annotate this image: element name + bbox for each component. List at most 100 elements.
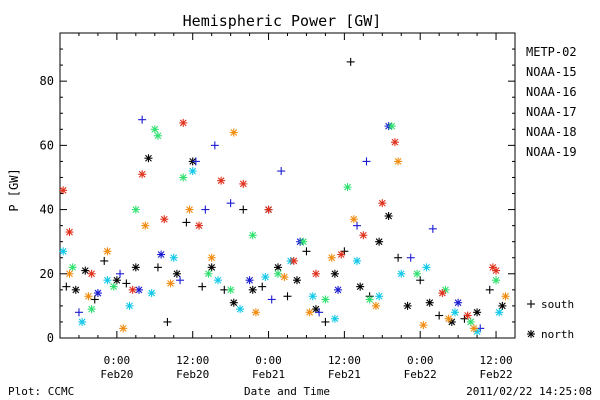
data-point — [485, 285, 494, 294]
data-point — [343, 183, 352, 192]
data-point — [207, 253, 216, 262]
y-tick-label: 20 — [40, 267, 54, 281]
data-point — [122, 279, 131, 288]
data-point — [59, 186, 68, 195]
data-point — [321, 295, 330, 304]
data-point — [289, 256, 298, 265]
y-axis-label: P [GW] — [7, 168, 21, 211]
data-point — [425, 298, 434, 307]
legend-entry: NOAA-19 — [526, 145, 577, 159]
data-point — [182, 218, 191, 227]
data-point — [195, 221, 204, 230]
data-point — [299, 237, 308, 246]
legend-entry: NOAA-15 — [526, 65, 577, 79]
data-point — [362, 157, 371, 166]
data-point — [147, 289, 156, 298]
data-point — [144, 154, 153, 163]
data-point — [248, 231, 257, 240]
data-point — [378, 199, 387, 208]
data-point — [103, 247, 112, 256]
data-point — [141, 221, 150, 230]
data-point — [403, 301, 412, 310]
data-point — [327, 253, 336, 262]
data-point — [413, 269, 422, 278]
data-point — [239, 205, 248, 214]
data-point — [277, 167, 286, 176]
data-point — [236, 305, 245, 314]
x-tick-time-label: 12:00 — [176, 354, 209, 367]
x-tick-date-label: Feb22 — [479, 368, 512, 381]
plot-timestamp: 2011/02/22 14:25:08 — [466, 385, 592, 398]
data-point — [302, 247, 311, 256]
data-point — [305, 308, 314, 317]
data-point — [245, 276, 254, 285]
data-point — [435, 311, 444, 320]
data-point — [65, 228, 74, 237]
data-point — [387, 122, 396, 131]
plot-frame — [59, 32, 516, 339]
data-point — [207, 263, 216, 272]
plot-area — [59, 32, 516, 339]
data-point — [274, 269, 283, 278]
data-point — [131, 263, 140, 272]
data-point — [394, 253, 403, 262]
data-point — [248, 285, 257, 294]
data-point — [330, 269, 339, 278]
data-point — [261, 273, 270, 281]
data-point — [172, 269, 181, 278]
data-point — [213, 276, 222, 285]
legend-marker — [527, 300, 535, 308]
legend-marker-label: north — [541, 328, 574, 341]
data-point — [201, 205, 210, 214]
data-point — [185, 205, 194, 214]
data-point — [438, 289, 447, 298]
x-tick-date-label: Feb20 — [176, 368, 209, 381]
data-point — [87, 305, 96, 314]
data-point — [334, 285, 343, 294]
data-point — [356, 282, 365, 291]
data-point — [371, 301, 380, 310]
x-tick-date-label: Feb22 — [404, 368, 437, 381]
data-point — [176, 276, 185, 285]
data-point — [65, 269, 74, 278]
data-point — [229, 298, 238, 307]
data-point — [365, 295, 374, 304]
data-point — [112, 276, 121, 285]
x-axis-label: Date and Time — [244, 385, 330, 398]
data-point — [416, 276, 425, 285]
data-point — [280, 273, 289, 281]
data-point — [315, 308, 324, 317]
data-point — [466, 317, 475, 326]
data-point — [116, 269, 125, 278]
data-point — [153, 131, 162, 140]
chart-title: Hemispheric Power [GW] — [183, 12, 382, 30]
data-point — [251, 308, 260, 317]
data-point — [62, 282, 71, 291]
data-point — [84, 292, 93, 301]
x-tick-date-label: Feb21 — [252, 368, 285, 381]
legend-entry: NOAA-17 — [526, 105, 577, 119]
x-tick-date-label: Feb21 — [328, 368, 361, 381]
x-tick-date-label: Feb20 — [100, 368, 133, 381]
data-point — [179, 118, 188, 127]
data-point — [321, 317, 330, 326]
legend-marker-label: south — [541, 298, 574, 311]
data-point — [131, 205, 140, 214]
data-point — [397, 269, 406, 278]
data-point — [119, 324, 128, 333]
data-point — [138, 115, 147, 124]
data-point — [160, 215, 169, 224]
data-point — [311, 269, 320, 278]
data-point — [444, 314, 453, 323]
data-point — [109, 282, 118, 291]
data-point — [90, 295, 99, 304]
data-point — [198, 282, 207, 291]
data-point — [353, 221, 362, 230]
data-point — [59, 247, 68, 256]
legend-marker — [527, 330, 535, 338]
data-point — [375, 292, 384, 301]
data-point — [239, 179, 248, 188]
data-point — [337, 250, 346, 259]
data-point — [125, 301, 134, 310]
data-point — [469, 324, 478, 333]
